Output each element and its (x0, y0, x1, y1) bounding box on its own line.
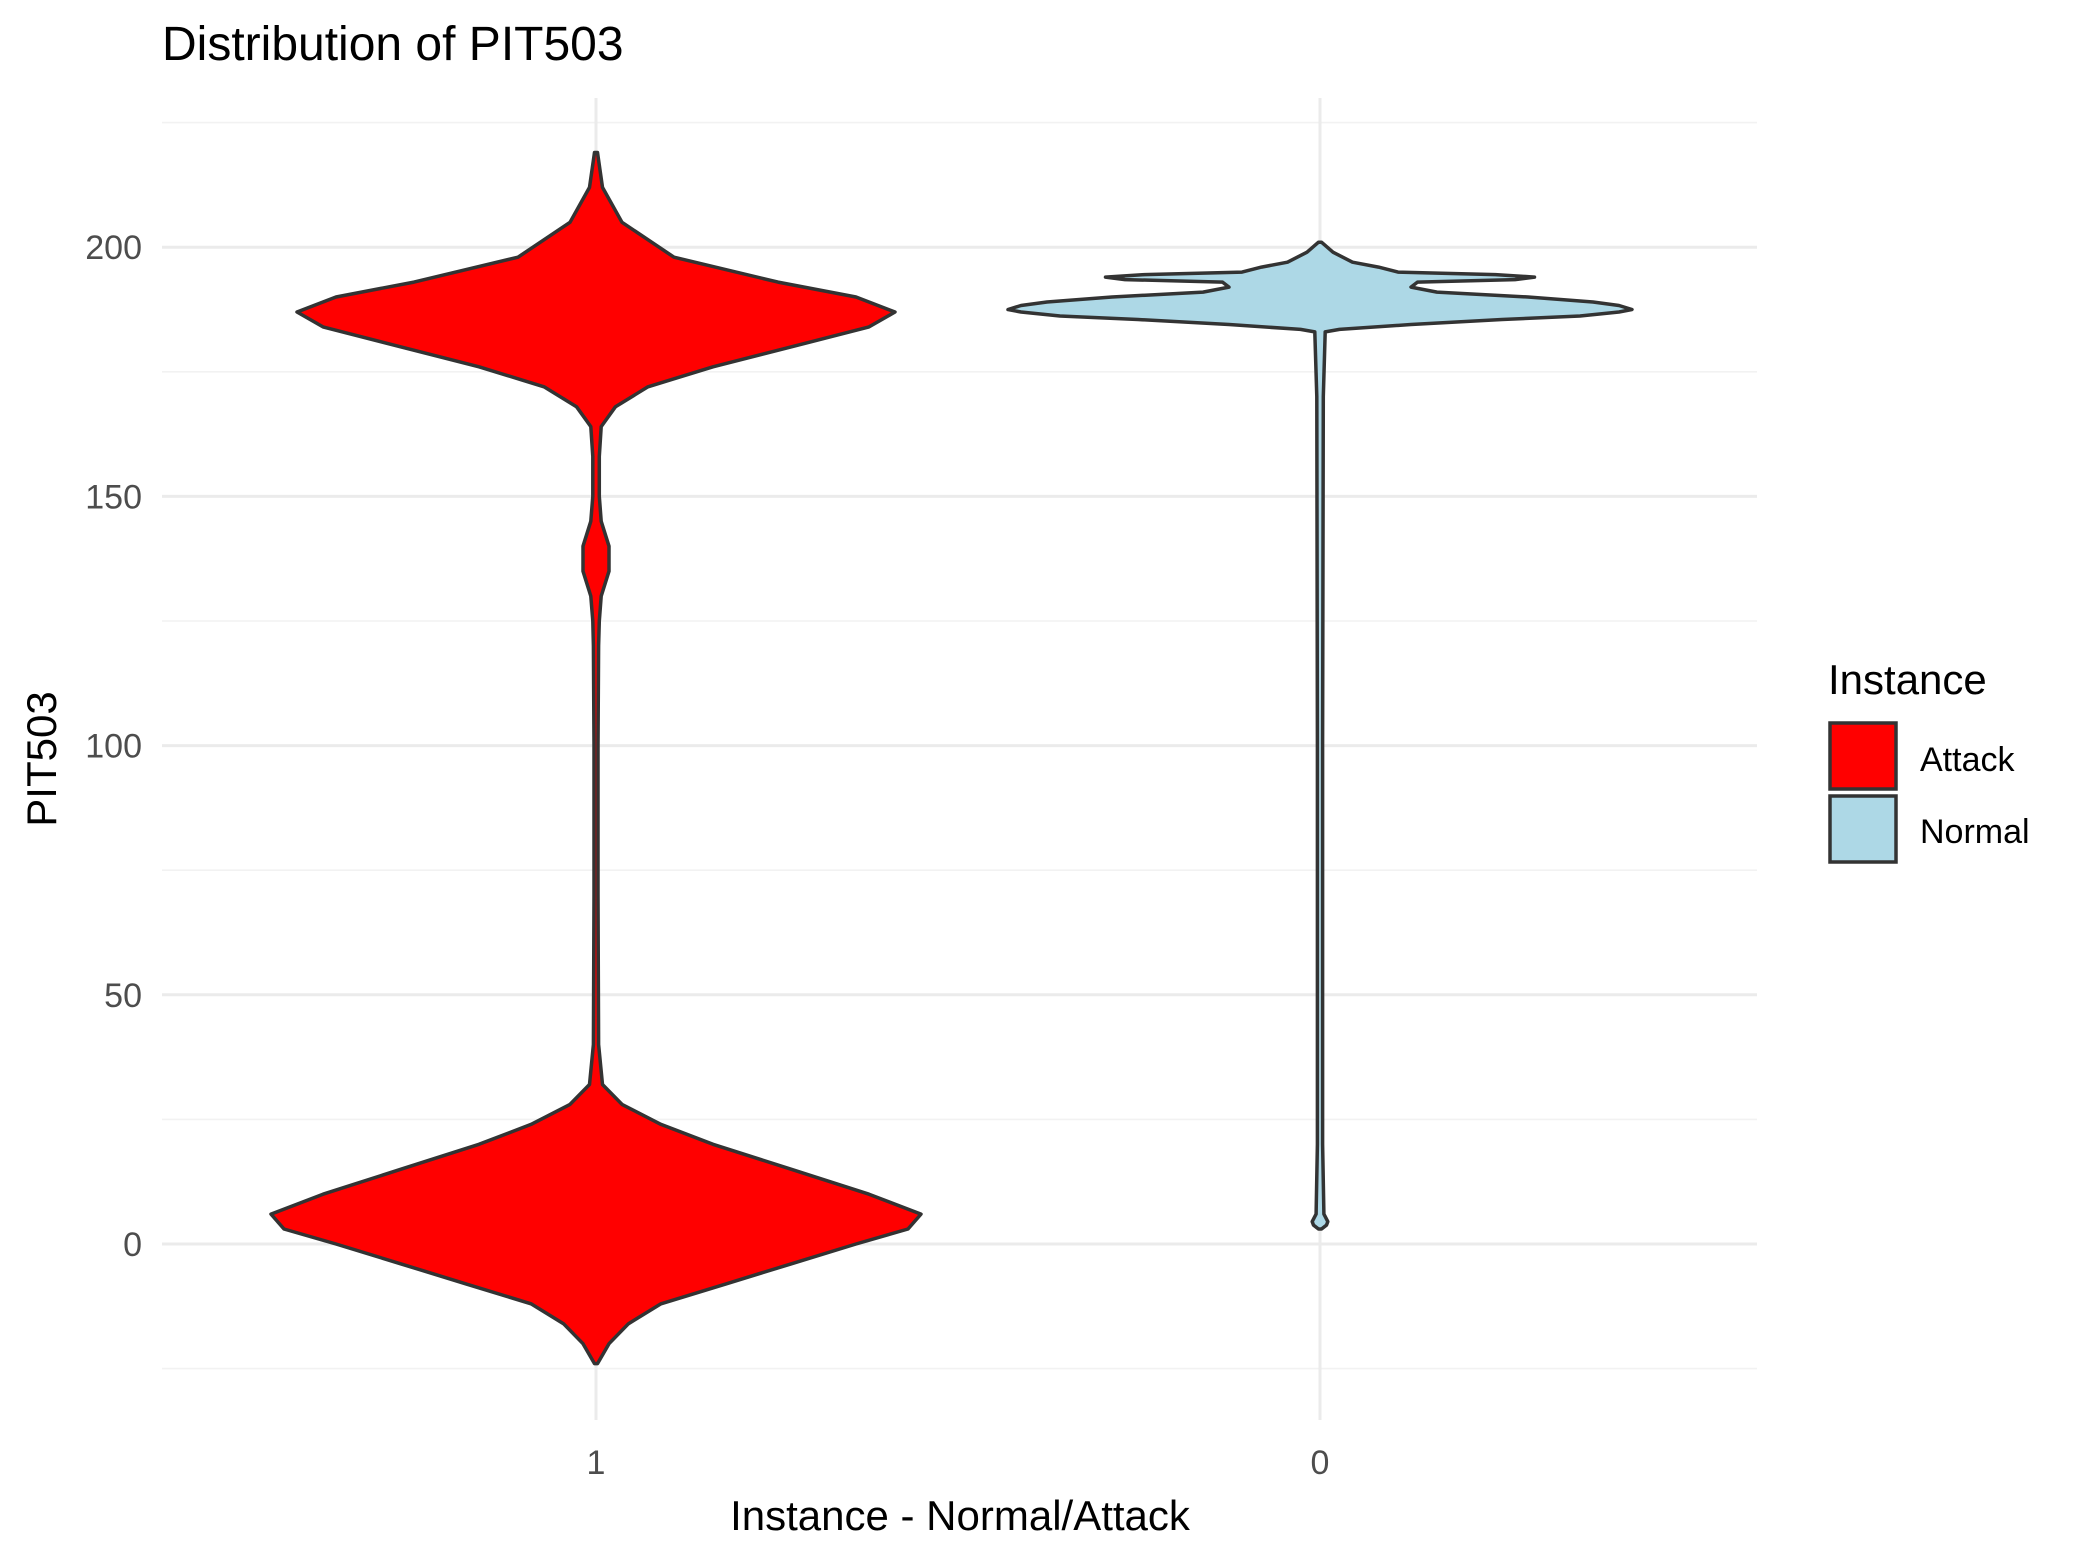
legend-label-attack: Attack (1920, 741, 2015, 779)
y-tick-label: 100 (85, 728, 142, 766)
violin-attack (269, 150, 923, 1366)
y-tick-label: 200 (85, 229, 142, 267)
legend: Instance Attack Normal (1828, 656, 2030, 864)
legend-label-normal: Normal (1920, 813, 2030, 851)
x-tick-label: 1 (587, 1444, 606, 1482)
y-axis-ticks: 0 50 100 150 200 (85, 229, 142, 1264)
violins (269, 150, 1634, 1366)
chart-title: Distribution of PIT503 (162, 18, 624, 71)
y-axis-title: PIT503 (18, 691, 65, 826)
y-tick-label: 150 (85, 478, 142, 516)
y-tick-label: 50 (104, 977, 142, 1015)
y-tick-label: 0 (123, 1226, 142, 1264)
violin-normal (1006, 240, 1634, 1231)
legend-key-normal (1828, 794, 1898, 864)
x-axis-title: Instance - Normal/Attack (730, 1492, 1191, 1539)
legend-key-attack (1828, 721, 1898, 791)
x-tick-label: 0 (1311, 1444, 1330, 1482)
legend-title: Instance (1828, 656, 1987, 703)
